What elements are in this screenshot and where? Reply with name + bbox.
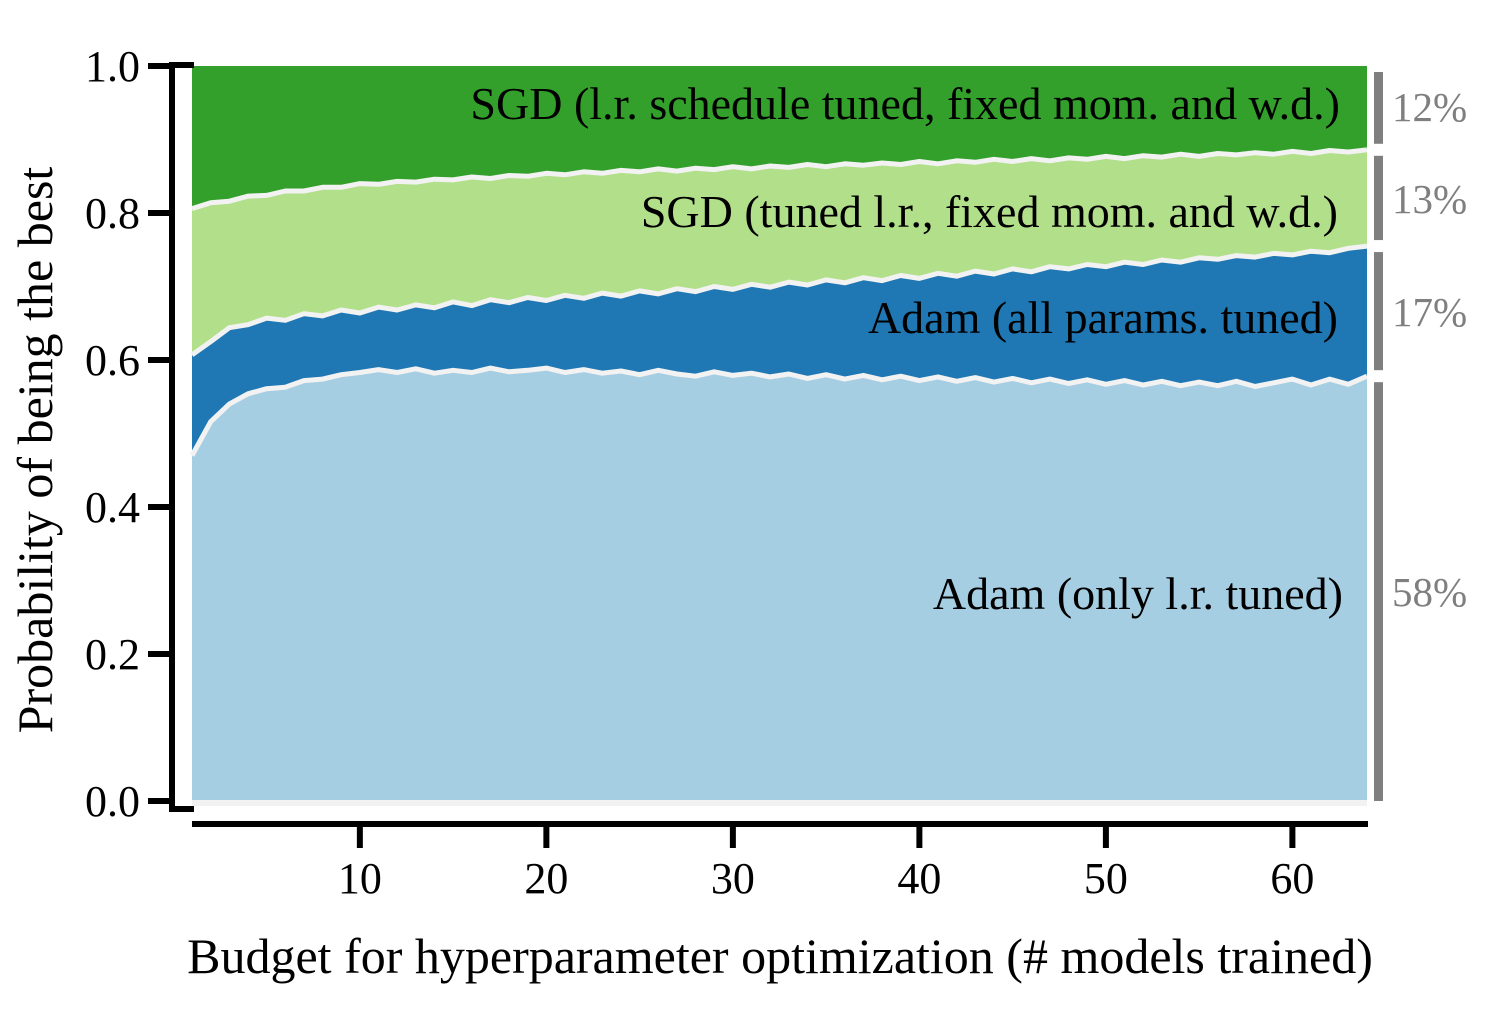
share-bar-17% [1374,252,1383,371]
y-tick-label-0.8: 0.8 [85,189,140,238]
area-sgd-tuned-l-r-fixed-mom-and-w-d [192,149,1367,355]
boundary-edge-line-3 [191,147,1368,211]
series-label-sgd-tuned-lr: SGD (tuned l.r., fixed mom. and w.d.) [641,186,1338,237]
y-tick-label-0.2: 0.2 [85,630,140,679]
x-tick-label-40: 40 [897,854,941,903]
share-label-13: 13% [1392,176,1467,222]
area-adam-all-params-tuned [192,246,1367,456]
boundary-edge-line-2 [190,243,1368,357]
area-sgd-l-r-schedule-tuned-fixed-mom-and-w-d [192,66,1367,209]
share-bar-13% [1374,155,1383,241]
series-label-adam-only-lr: Adam (only l.r. tuned) [933,568,1343,619]
x-axis-title: Budget for hyperparameter optimization (… [187,928,1373,984]
x-tick-label-20: 20 [524,854,568,903]
share-bar-58% [1374,382,1383,801]
y-tick-label-0.6: 0.6 [85,336,140,385]
share-bars [1374,72,1383,801]
share-label-58: 58% [1392,569,1467,615]
area-bands [189,66,1368,806]
x-tick-label-50: 50 [1084,854,1128,903]
y-axis-title: Probability of being the best [7,167,63,734]
axis-ticks: 0.0 0.2 0.4 0.6 0.8 1.0 10 20 30 40 50 60 [85,42,1314,903]
y-tick-label-1.0: 1.0 [85,42,140,91]
boundary-edge-line-1 [189,365,1368,457]
x-tick-label-30: 30 [711,854,755,903]
area-adam-only-l-r-tuned [192,368,1367,801]
share-label-17: 17% [1392,289,1467,335]
y-tick-label-0.0: 0.0 [85,777,140,826]
x-tick-label-60: 60 [1270,854,1314,903]
y-tick-label-0.4: 0.4 [85,483,140,532]
axis-spines [169,62,1368,827]
series-label-sgd-schedule: SGD (l.r. schedule tuned, fixed mom. and… [470,78,1340,129]
share-bar-12% [1374,72,1383,144]
x-tick-label-10: 10 [338,854,382,903]
share-label-12: 12% [1392,84,1467,130]
series-label-adam-all-params: Adam (all params. tuned) [868,292,1338,343]
